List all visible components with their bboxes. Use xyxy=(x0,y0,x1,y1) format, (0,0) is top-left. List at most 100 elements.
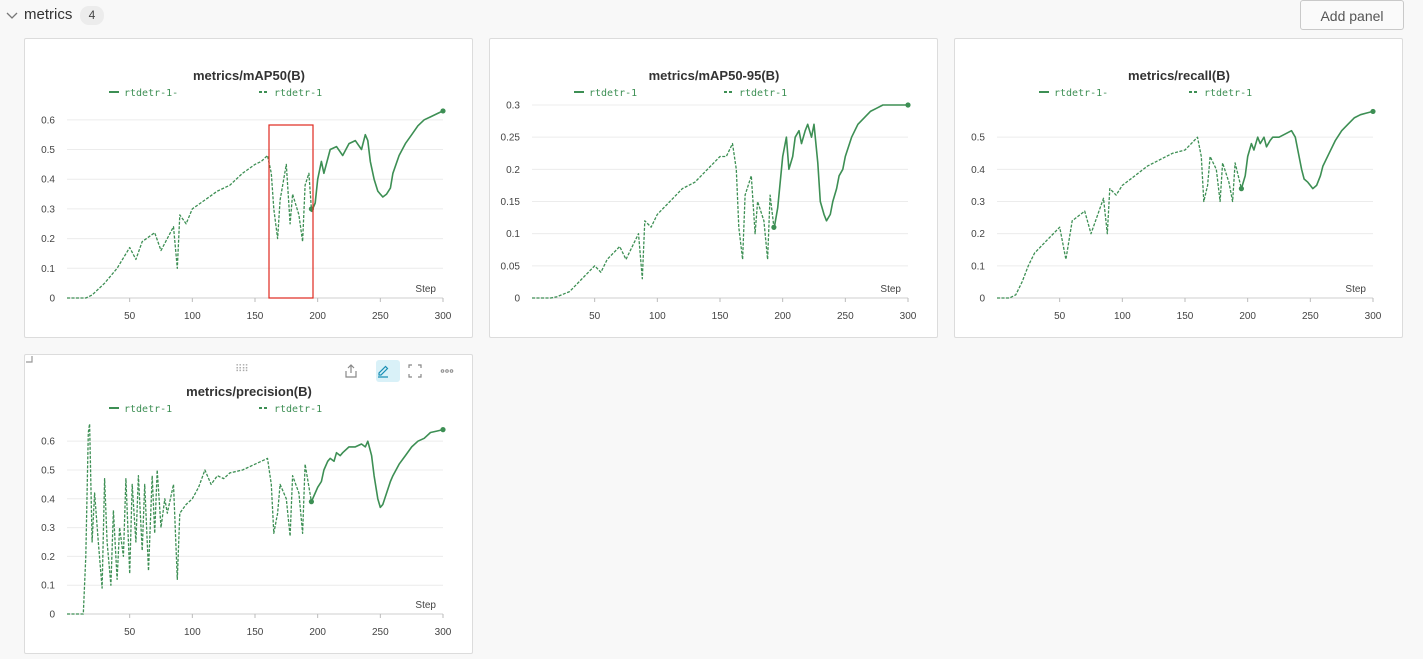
legend-label: rtdetr-1 xyxy=(589,88,637,99)
chevron-down-icon[interactable] xyxy=(6,9,18,21)
chart-title: metrics/mAP50(B) xyxy=(193,68,305,83)
more-icon[interactable] xyxy=(440,360,464,382)
y-tick-label: 0.1 xyxy=(971,261,985,272)
y-tick-label: 0.1 xyxy=(41,581,55,592)
chart-map50-95: metrics/mAP50-95(B) rtdetr-1 rtdetr-1 0 0.05… xyxy=(501,68,917,322)
y-tick-label: 0.2 xyxy=(41,234,55,245)
chart-map50: metrics/mAP50(B) rtdetr-1- rtdetr-1 0 0.1 0.2… xyxy=(41,68,452,322)
series-end-point xyxy=(905,102,911,108)
chart-panel-recall: metrics/recall(B) rtdetr-1- rtdetr-1 0 0.1 0.… xyxy=(954,38,1403,338)
y-tick-label: 0.3 xyxy=(41,204,55,215)
y-tick-label: 0.1 xyxy=(41,264,55,275)
chart-title: metrics/precision(B) xyxy=(186,384,312,399)
y-tick-label: 0.4 xyxy=(41,175,55,186)
x-tick-label: 150 xyxy=(247,627,264,638)
x-tick-label: 200 xyxy=(1239,311,1256,322)
x-tick-label: 250 xyxy=(372,627,389,638)
highlight-box xyxy=(268,124,314,299)
series-line xyxy=(67,154,313,299)
series-end-point xyxy=(440,108,446,114)
y-tick-label: 0 xyxy=(514,294,520,305)
y-tick-label: 0.5 xyxy=(971,133,985,144)
section-header: metrics 4 Add panel xyxy=(0,0,1423,32)
x-tick-label: 250 xyxy=(372,311,389,322)
legend-label: rtdetr-1 xyxy=(1204,88,1252,99)
x-tick-label: 150 xyxy=(1177,311,1194,322)
x-tick-label: 50 xyxy=(124,627,136,638)
y-tick-label: 0.2 xyxy=(506,165,520,176)
legend-item[interactable]: rtdetr-1 xyxy=(109,404,172,415)
series-line xyxy=(310,428,444,509)
x-tick-label: 300 xyxy=(900,311,917,322)
x-tick-label: 200 xyxy=(309,311,326,322)
x-tick-label: 300 xyxy=(435,311,452,322)
x-tick-label: 100 xyxy=(184,311,201,322)
x-tick-label: 100 xyxy=(1114,311,1131,322)
x-tick-label: 100 xyxy=(184,627,201,638)
x-axis-label: Step xyxy=(1345,284,1366,295)
x-axis-label: Step xyxy=(415,600,436,611)
y-tick-label: 0.4 xyxy=(971,165,985,176)
legend-label: rtdetr-1- xyxy=(124,88,178,99)
y-tick-label: 0 xyxy=(49,610,55,621)
chart-recall: metrics/recall(B) rtdetr-1- rtdetr-1 0 0.1 0.… xyxy=(971,68,1382,322)
series-line xyxy=(997,136,1243,299)
chart-precision: metrics/precision(B) rtdetr-1 rtdetr-1 0 0.1… xyxy=(41,384,452,638)
series-line xyxy=(1240,110,1374,190)
fullscreen-icon[interactable] xyxy=(408,360,432,382)
y-tick-label: 0.3 xyxy=(506,101,520,112)
series-end-point xyxy=(1370,108,1376,115)
legend-label: rtdetr-1- xyxy=(1054,88,1108,99)
chart-title: metrics/mAP50-95(B) xyxy=(649,68,780,83)
y-tick-label: 0.3 xyxy=(971,197,985,208)
y-tick-label: 0 xyxy=(979,294,985,305)
legend-item[interactable]: rtdetr-1 xyxy=(574,88,637,99)
x-tick-label: 250 xyxy=(837,311,854,322)
x-axis-label: Step xyxy=(880,284,901,295)
resize-handle-icon[interactable] xyxy=(25,355,33,363)
y-tick-label: 0.25 xyxy=(501,133,521,144)
y-tick-label: 0.5 xyxy=(41,465,55,476)
y-tick-label: 0.3 xyxy=(41,523,55,534)
panel-count-badge: 4 xyxy=(80,6,104,25)
legend-item[interactable]: rtdetr-1- xyxy=(109,88,178,99)
legend-item[interactable]: rtdetr-1 xyxy=(259,88,322,99)
section-title[interactable]: metrics xyxy=(24,6,73,23)
x-tick-label: 100 xyxy=(649,311,666,322)
series-line xyxy=(310,110,444,213)
chart-panel-map50: metrics/mAP50(B) rtdetr-1- rtdetr-1 0 0.1 0.2… xyxy=(24,38,473,338)
x-tick-label: 50 xyxy=(589,311,601,322)
x-tick-label: 200 xyxy=(774,311,791,322)
x-tick-label: 300 xyxy=(435,627,452,638)
share-icon[interactable] xyxy=(344,360,368,382)
y-tick-label: 0.1 xyxy=(506,229,520,240)
legend-item[interactable]: rtdetr-1- xyxy=(1039,88,1108,99)
series-line xyxy=(773,104,908,230)
series-line xyxy=(67,423,313,615)
chart-panel-map50-95: metrics/mAP50-95(B) rtdetr-1 rtdetr-1 0 0.05… xyxy=(489,38,938,338)
add-panel-button[interactable]: Add panel xyxy=(1300,0,1404,30)
legend-label: rtdetr-1 xyxy=(739,88,787,99)
drag-handle-icon[interactable]: ⠿⠿ xyxy=(235,364,249,375)
chart-title: metrics/recall(B) xyxy=(1128,68,1230,83)
y-tick-label: 0.4 xyxy=(41,494,55,505)
chart-panel-precision: metrics/precision(B) rtdetr-1 rtdetr-1 0 0.1… xyxy=(24,354,473,654)
x-tick-label: 250 xyxy=(1302,311,1319,322)
legend-item[interactable]: rtdetr-1 xyxy=(1189,88,1252,99)
x-axis-label: Step xyxy=(415,284,436,295)
x-tick-label: 50 xyxy=(124,311,136,322)
series-end-point xyxy=(1238,186,1244,192)
legend-item[interactable]: rtdetr-1 xyxy=(724,88,787,99)
edit-icon[interactable] xyxy=(376,360,400,382)
y-tick-label: 0.2 xyxy=(971,229,985,240)
y-tick-label: 0.6 xyxy=(41,437,55,448)
x-tick-label: 50 xyxy=(1054,311,1066,322)
legend-item[interactable]: rtdetr-1 xyxy=(259,404,322,415)
x-tick-label: 200 xyxy=(309,627,326,638)
legend-label: rtdetr-1 xyxy=(124,404,172,415)
x-tick-label: 300 xyxy=(1365,311,1382,322)
y-tick-label: 0.05 xyxy=(501,261,521,272)
legend-label: rtdetr-1 xyxy=(274,88,322,99)
x-tick-label: 150 xyxy=(712,311,729,322)
series-line xyxy=(532,142,775,299)
